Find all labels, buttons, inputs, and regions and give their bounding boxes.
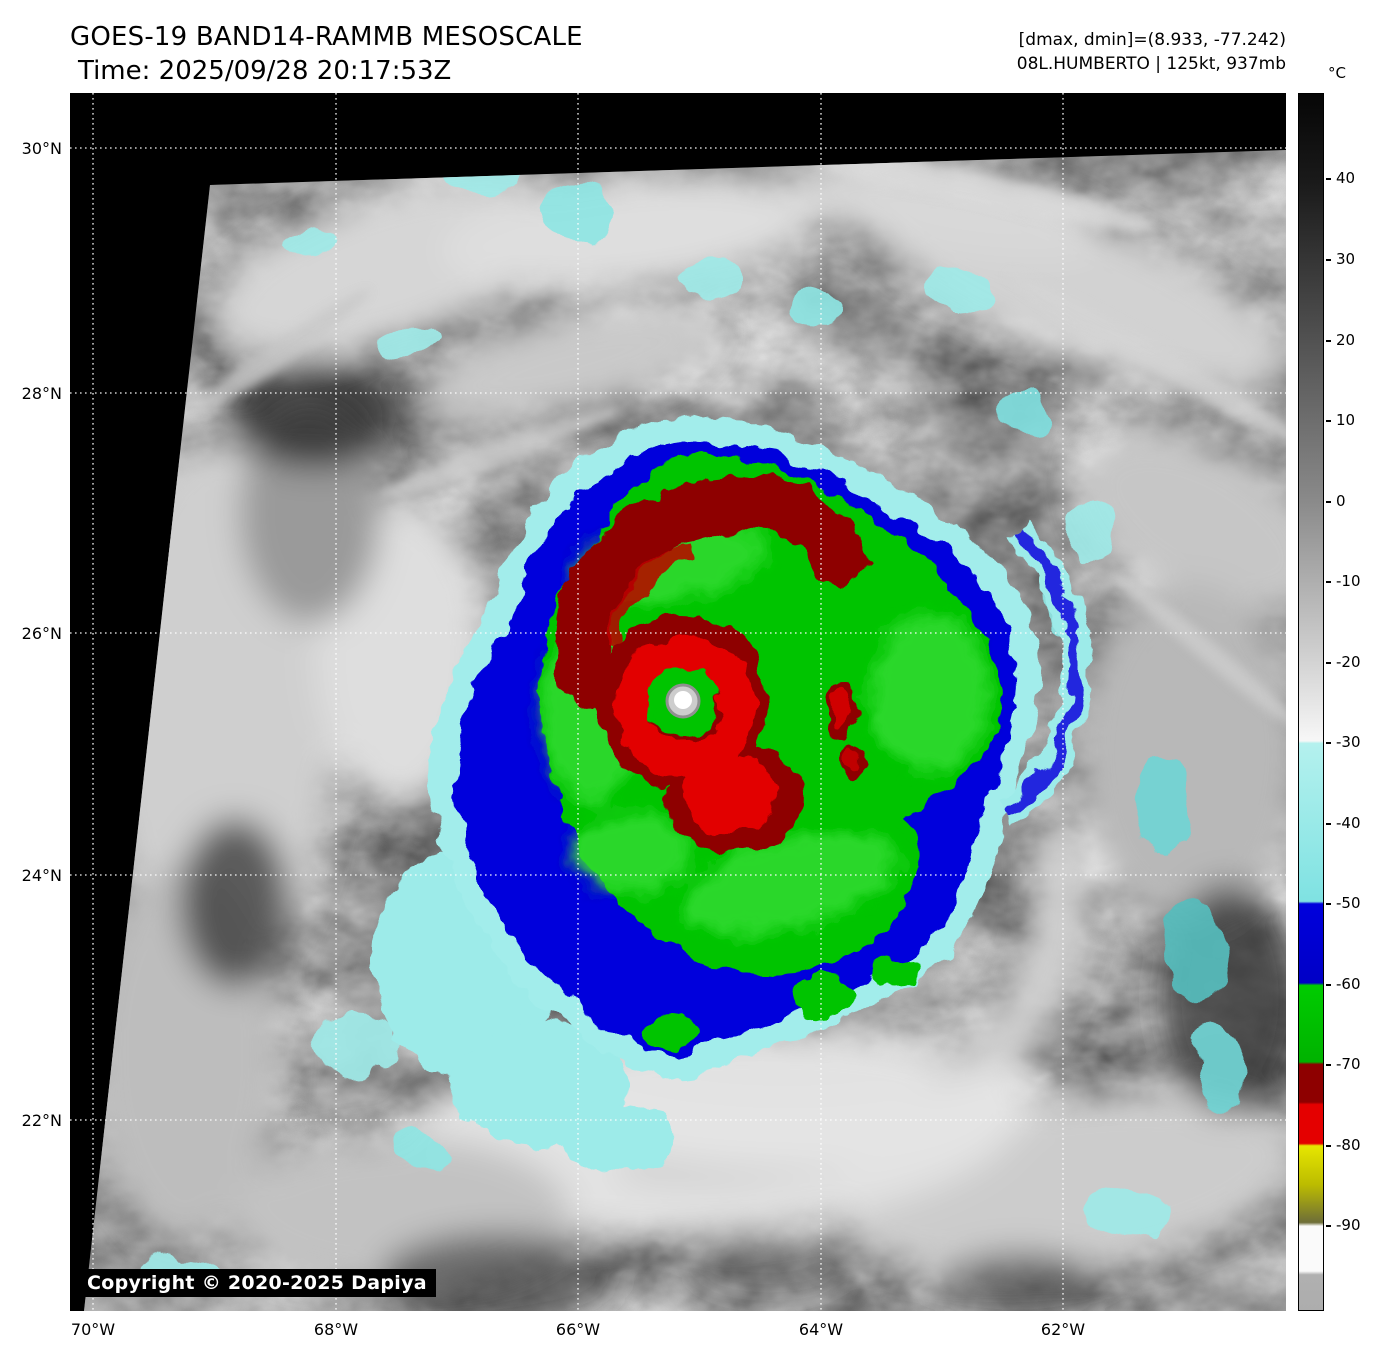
- colorbar-tick: [1326, 984, 1331, 986]
- lat-tick-label: 24°N: [21, 866, 62, 885]
- lon-tick-label: 62°W: [1040, 1320, 1086, 1339]
- storm-info-label: 08L.HUMBERTO | 125kt, 937mb: [1016, 54, 1286, 74]
- colorbar-tick: [1326, 742, 1331, 744]
- time-label: Time: 2025/09/28 20:17:53Z: [78, 56, 452, 86]
- lat-tick-label: 22°N: [21, 1111, 62, 1130]
- satellite-image: [70, 93, 1286, 1311]
- colorbar-tick-label: -70: [1336, 1055, 1361, 1073]
- colorbar-tick: [1326, 1225, 1331, 1227]
- colorbar-tick-label: -10: [1336, 572, 1361, 590]
- eyewall-cold-arc: [554, 475, 866, 706]
- colorbar-tick: [1326, 501, 1331, 503]
- lon-tick-label: 66°W: [555, 1320, 601, 1339]
- colorbar-tick-label: 0: [1336, 492, 1346, 510]
- colorbar-unit-label: °C: [1328, 64, 1346, 82]
- colorbar-tick-label: -90: [1336, 1216, 1361, 1234]
- colorbar-tick-label: -50: [1336, 894, 1361, 912]
- colorbar-tick: [1326, 662, 1331, 664]
- figure-title: GOES-19 BAND14-RAMMB MESOSCALE: [70, 22, 583, 52]
- colorbar-tick: [1326, 823, 1331, 825]
- lon-tick-label: 68°W: [313, 1320, 359, 1339]
- colorbar-tick-label: -20: [1336, 653, 1361, 671]
- colorbar-tick-label: -80: [1336, 1136, 1361, 1154]
- colorbar-tick: [1326, 178, 1331, 180]
- colorbar-tick: [1326, 903, 1331, 905]
- lon-tick-label: 64°W: [798, 1320, 844, 1339]
- lon-tick-label: 70°W: [70, 1320, 116, 1339]
- colorbar-tick-label: -60: [1336, 975, 1361, 993]
- colorbar-tick: [1326, 340, 1331, 342]
- hurricane-eye-center: [674, 691, 692, 709]
- colorbar-tick-label: -40: [1336, 814, 1361, 832]
- colorbar-tick-label: 20: [1336, 331, 1356, 349]
- range-label: [dmax, dmin]=(8.933, -77.242): [1018, 30, 1286, 50]
- colorbar-tick: [1326, 420, 1331, 422]
- colorbar-tick: [1326, 581, 1331, 583]
- colorbar: [1298, 93, 1324, 1311]
- colorbar-tick-label: 10: [1336, 411, 1356, 429]
- lat-tick-label: 28°N: [21, 384, 62, 403]
- colorbar-tick-label: 40: [1336, 169, 1356, 187]
- colorbar-tick: [1326, 259, 1331, 261]
- lat-tick-label: 30°N: [21, 139, 62, 158]
- colorbar-tick-label: 30: [1336, 250, 1356, 268]
- grid-lines: [70, 93, 1286, 1311]
- cloud-bands: [90, 164, 1286, 1311]
- header-right: [dmax, dmin]=(8.933, -77.242) 08L.HUMBER…: [1017, 28, 1286, 76]
- data-swath: [84, 150, 1286, 1311]
- copyright-badge: Copyright © 2020-2025 Dapiya: [78, 1269, 436, 1297]
- lat-tick-label: 26°N: [21, 624, 62, 643]
- colorbar-tick-label: -30: [1336, 733, 1361, 751]
- colorbar-tick: [1326, 1064, 1331, 1066]
- colorbar-tick: [1326, 1145, 1331, 1147]
